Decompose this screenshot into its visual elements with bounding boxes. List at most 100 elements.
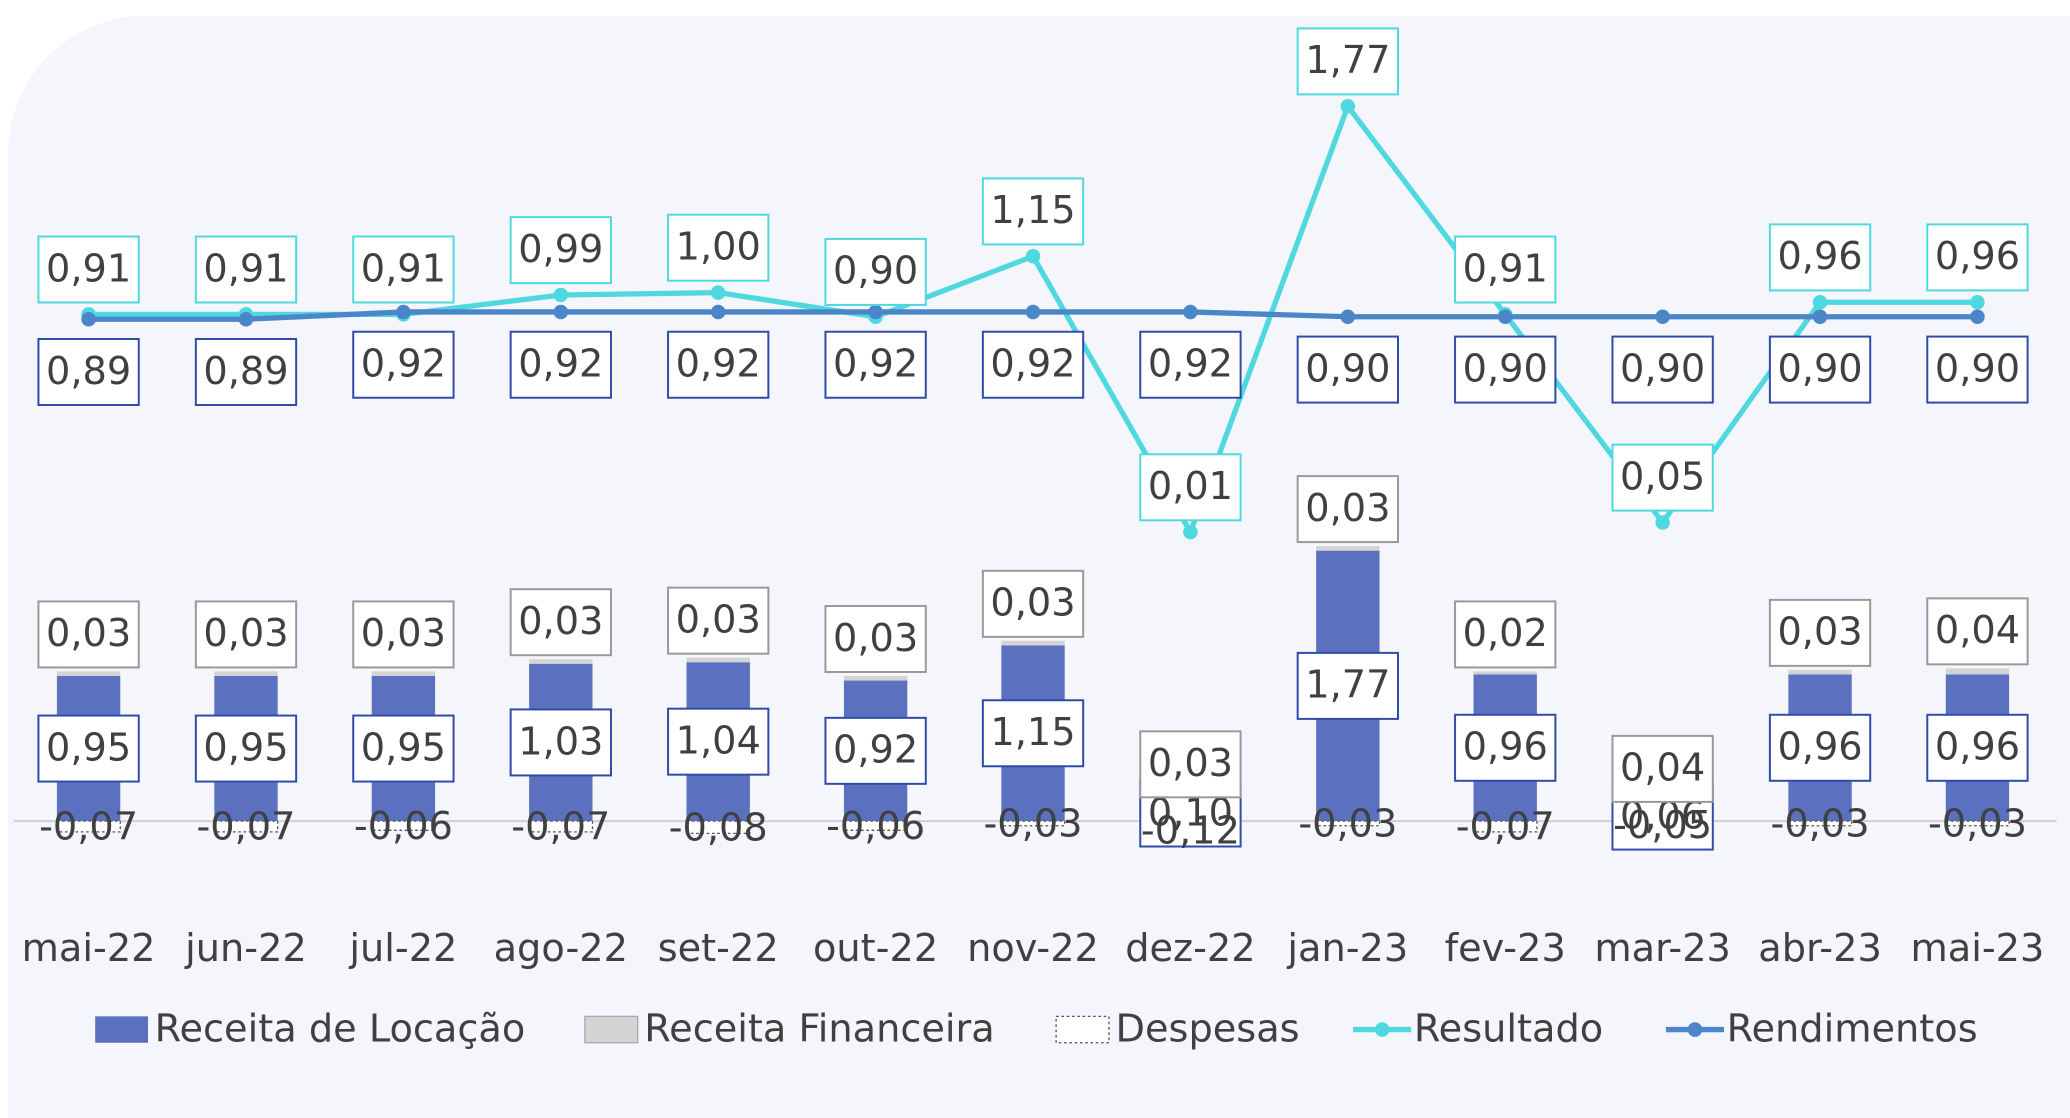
data-label: -0,03 [1928, 802, 2027, 847]
line-point [1025, 304, 1041, 320]
bar [214, 671, 278, 676]
label-box [352, 330, 455, 399]
data-label: -0,08 [669, 805, 768, 850]
data-label: 0,92 [990, 342, 1075, 387]
bar [1473, 671, 1537, 675]
data-label: 0,92 [518, 342, 603, 387]
legend-swatch [1055, 1015, 1110, 1044]
data-label: 0,96 [1935, 725, 2020, 770]
label-box [981, 699, 1085, 768]
bar [685, 820, 751, 835]
label-box [1454, 713, 1557, 782]
data-label: 0,92 [1148, 342, 1233, 387]
line-point [1970, 295, 1985, 310]
label-box [1926, 597, 2029, 666]
label-box [1296, 27, 1399, 96]
x-tick-label: out-22 [813, 926, 938, 971]
data-label: 1,15 [990, 710, 1075, 755]
label-box [981, 177, 1085, 246]
bar [371, 820, 436, 831]
data-label: 0,92 [361, 342, 446, 387]
data-label: 0,91 [46, 246, 131, 291]
label-box [1139, 730, 1242, 799]
data-label: 0,91 [203, 246, 288, 291]
label-box [667, 330, 770, 399]
bar [1945, 668, 2010, 675]
data-label: 1,04 [676, 718, 761, 763]
label-box [37, 338, 140, 406]
data-label: 1,15 [990, 188, 1075, 233]
label-box [1454, 335, 1557, 404]
legend-swatch [95, 1016, 148, 1043]
line-point [1497, 309, 1513, 325]
line-point [1183, 304, 1198, 320]
label-box [1139, 330, 1242, 399]
data-label: 0,95 [203, 725, 288, 770]
data-label: 1,77 [1305, 663, 1390, 708]
data-label: 1,03 [518, 719, 603, 764]
line-point [1655, 515, 1670, 530]
legend-label: Receita Financeira [644, 1006, 994, 1051]
x-tick-label: mai-22 [22, 926, 156, 971]
label-box [1611, 443, 1714, 512]
bar [1315, 820, 1381, 827]
data-label: 0,90 [1777, 346, 1862, 391]
label-box [667, 707, 770, 776]
data-label: -0,03 [1771, 802, 1870, 847]
label-box [1926, 223, 2029, 292]
label-box [1768, 335, 1872, 404]
data-label: 0,90 [1620, 346, 1705, 391]
label-box [824, 605, 927, 673]
label-box [352, 714, 455, 783]
label-box [37, 235, 140, 304]
data-label: 0,04 [1620, 746, 1705, 791]
x-tick-label: set-22 [658, 926, 779, 971]
x-tick-label: jan-23 [1286, 926, 1408, 971]
line-point [1812, 295, 1828, 310]
label-box [1454, 235, 1557, 304]
bar [686, 657, 750, 663]
label-box [1611, 335, 1714, 404]
label-box [1296, 335, 1399, 404]
line-point [1183, 524, 1198, 540]
label-box [509, 330, 612, 399]
data-label: 0,99 [518, 227, 603, 272]
data-label: 0,03 [833, 616, 918, 661]
line-point [1655, 309, 1670, 325]
label-box [1296, 651, 1399, 720]
label-box [667, 213, 770, 282]
data-label: 0,03 [1305, 486, 1390, 531]
label-box [981, 330, 1085, 399]
label-box [1611, 734, 1714, 803]
label-box [509, 708, 612, 777]
x-tick-label: dez-22 [1125, 926, 1255, 971]
legend-swatch [1687, 1022, 1703, 1037]
line-point [710, 304, 726, 320]
label-box [509, 588, 612, 657]
label-box [194, 338, 298, 406]
legend-swatch [584, 1015, 639, 1044]
line-point [81, 311, 96, 327]
data-label: 0,96 [1777, 725, 1862, 770]
data-label: -0,05 [1613, 803, 1712, 848]
legend-label: Rendimentos [1727, 1006, 1978, 1051]
label-box [1926, 335, 2029, 404]
label-box [194, 235, 298, 304]
line-point [1025, 249, 1041, 264]
data-label: -0,07 [1456, 805, 1555, 850]
label-box [1768, 713, 1872, 782]
label-box [37, 714, 140, 783]
data-label: 0,01 [1148, 464, 1233, 509]
x-tick-label: mar-23 [1594, 926, 1731, 971]
line-point [710, 285, 726, 300]
x-tick-label: nov-22 [967, 926, 1099, 971]
data-label: 0,92 [676, 342, 761, 387]
data-label: 0,04 [1935, 608, 2020, 653]
legend-label: Receita de Locação [155, 1006, 526, 1051]
label-box [1454, 600, 1557, 669]
data-label: 0,03 [990, 581, 1075, 626]
label-box [194, 600, 298, 669]
data-label: 0,03 [203, 611, 288, 656]
label-box [1926, 713, 2029, 782]
data-label: 0,03 [676, 597, 761, 642]
